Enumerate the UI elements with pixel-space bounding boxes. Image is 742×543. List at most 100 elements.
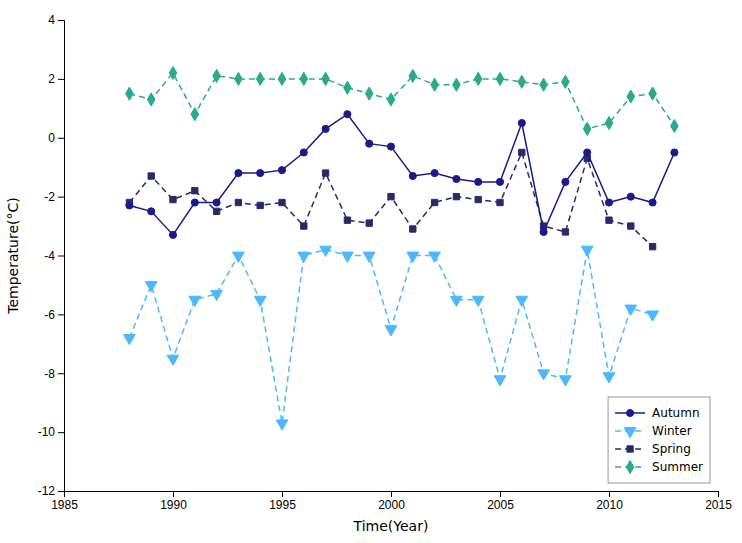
point: [191, 199, 198, 206]
point: [256, 72, 264, 85]
series: [126, 149, 656, 250]
x-tick-mark: [282, 491, 283, 497]
point: [451, 296, 463, 306]
point: [581, 246, 593, 256]
point: [213, 208, 219, 214]
point: [276, 420, 288, 430]
point: [254, 296, 266, 306]
point: [562, 178, 569, 185]
x-tick: 1985: [51, 491, 78, 512]
y-tick-label: -12: [38, 484, 56, 498]
point: [671, 119, 679, 132]
point: [366, 140, 373, 147]
legend-marker: [626, 460, 634, 473]
y-axis-title: Temperature(°C): [5, 197, 21, 314]
y-tick-mark: [58, 20, 64, 21]
series-line: [129, 250, 652, 424]
x-tick-mark: [391, 491, 392, 497]
point: [170, 196, 176, 202]
legend-item: Summer: [615, 460, 703, 474]
y-axis: -12-10-8-6-4-2024: [38, 13, 65, 498]
point: [365, 87, 373, 100]
plot-area: 1985199019952000200520102015-12-10-8-6-4…: [38, 13, 733, 511]
point: [257, 170, 264, 177]
series: [126, 66, 679, 135]
x-tick-label: 2015: [705, 498, 732, 512]
point: [320, 246, 332, 256]
point: [649, 199, 656, 206]
x-tick-label: 1995: [269, 498, 296, 512]
point: [562, 75, 570, 88]
y-tick-mark: [58, 256, 64, 257]
y-tick-mark: [58, 491, 64, 492]
point: [213, 69, 221, 82]
x-tick-mark: [173, 491, 174, 497]
y-tick: 0: [48, 131, 64, 145]
point: [605, 116, 613, 129]
point: [211, 290, 223, 300]
point: [363, 252, 375, 262]
y-tick-mark: [58, 79, 64, 80]
point: [147, 93, 155, 106]
y-tick-label: -4: [44, 249, 55, 263]
y-tick: -12: [38, 484, 64, 498]
point: [584, 149, 591, 156]
point: [518, 75, 526, 88]
x-tick-label: 1985: [51, 498, 78, 512]
y-tick: -2: [44, 190, 64, 204]
point: [606, 217, 612, 223]
point: [671, 149, 678, 156]
point: [409, 69, 417, 82]
point: [213, 199, 220, 206]
point: [603, 373, 615, 383]
point: [494, 376, 506, 386]
series: [126, 111, 678, 239]
point: [387, 93, 395, 106]
point: [298, 252, 310, 262]
point: [388, 193, 394, 199]
point: [192, 188, 198, 194]
point: [148, 208, 155, 215]
point: [475, 196, 481, 202]
legend-frame: [608, 397, 710, 483]
y-tick-label: -8: [44, 367, 55, 381]
point: [169, 66, 177, 79]
legend-marker: [627, 446, 633, 452]
y-tick: 2: [48, 72, 64, 86]
x-tick: 2015: [705, 491, 732, 512]
x-tick-mark: [500, 491, 501, 497]
point: [410, 226, 416, 232]
point: [366, 220, 372, 226]
point: [278, 167, 285, 174]
point: [649, 244, 655, 250]
point: [649, 87, 657, 100]
point: [429, 252, 441, 262]
point: [496, 178, 503, 185]
point: [562, 229, 568, 235]
point: [385, 326, 397, 336]
legend-label: Winter: [652, 424, 692, 438]
point: [518, 119, 525, 126]
point: [627, 90, 635, 103]
y-tick: -4: [44, 249, 64, 263]
point: [233, 252, 245, 262]
x-tick: 2000: [378, 491, 405, 512]
legend-item: Spring: [615, 442, 691, 456]
legend-marker: [624, 428, 636, 438]
y-tick-mark: [58, 432, 64, 433]
point: [538, 370, 550, 380]
legend: AutumnWinterSpringSummer: [608, 397, 710, 483]
x-tick-label: 2005: [487, 498, 514, 512]
point: [497, 199, 503, 205]
y-tick: -6: [44, 308, 64, 322]
point: [453, 193, 459, 199]
point: [647, 311, 659, 321]
legend-label: Spring: [652, 442, 691, 456]
point: [583, 122, 591, 135]
point: [540, 78, 548, 91]
x-tick-label: 2000: [378, 498, 405, 512]
y-tick: -8: [44, 367, 64, 381]
y-tick: -10: [38, 425, 64, 439]
point: [169, 231, 176, 238]
series-line: [129, 152, 652, 246]
